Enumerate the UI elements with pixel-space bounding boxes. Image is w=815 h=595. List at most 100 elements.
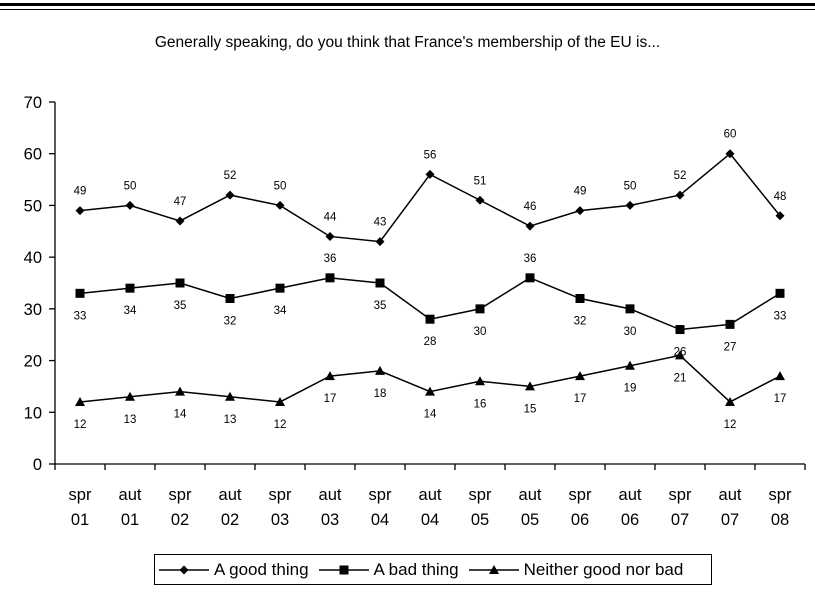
data-point-triangle: [175, 386, 185, 396]
legend-label-bad: A bad thing: [373, 559, 459, 579]
data-point-diamond: [725, 149, 735, 159]
data-label: 32: [224, 316, 237, 328]
x-tick-label-year: 02: [221, 511, 239, 529]
data-point-diamond: [175, 216, 185, 226]
x-tick-label-season: aut: [119, 486, 142, 504]
chart-title: Generally speaking, do you think that Fr…: [154, 34, 661, 51]
data-point-triangle: [325, 371, 335, 381]
data-point-triangle: [675, 350, 685, 360]
data-label: 18: [374, 388, 387, 400]
x-tick-label-season: spr: [769, 486, 792, 504]
y-tick-label: 20: [24, 353, 42, 371]
data-label: 35: [374, 300, 387, 312]
data-label: 35: [174, 300, 187, 312]
data-label: 33: [774, 310, 787, 322]
x-tick-label-season: aut: [519, 486, 542, 504]
data-label: 49: [574, 186, 587, 198]
x-tick-label-year: 05: [471, 511, 489, 529]
data-label: 43: [374, 217, 387, 229]
data-label: 12: [724, 419, 737, 431]
data-label: 16: [474, 398, 487, 410]
data-point-square: [775, 288, 785, 298]
data-point-diamond: [75, 206, 85, 216]
data-label: 27: [724, 341, 737, 353]
legend-item-neither: Neither good nor bad: [468, 559, 684, 580]
data-label: 47: [174, 196, 187, 208]
data-label: 49: [74, 186, 87, 198]
legend-label-neither: Neither good nor bad: [523, 559, 684, 579]
x-tick-label-season: aut: [619, 486, 642, 504]
data-point-triangle: [475, 376, 485, 386]
data-point-diamond: [575, 206, 585, 216]
data-label: 33: [74, 310, 87, 322]
x-tick-label-season: spr: [569, 486, 592, 504]
x-tick-label-season: aut: [319, 486, 342, 504]
data-label: 52: [674, 170, 687, 182]
data-point-diamond: [275, 200, 285, 210]
data-label: 36: [324, 253, 337, 265]
data-point-diamond: [675, 190, 685, 200]
data-point-square: [75, 288, 85, 298]
data-point-square: [225, 294, 235, 304]
x-tick-label-season: aut: [219, 486, 242, 504]
x-tick-label-season: spr: [169, 486, 192, 504]
data-label: 36: [524, 253, 537, 265]
data-point-square: [375, 278, 385, 288]
legend-square-marker-icon: [318, 565, 369, 574]
legend-item-bad: A bad thing: [318, 559, 459, 580]
data-point-diamond: [125, 200, 135, 210]
data-label: 17: [324, 393, 337, 405]
data-point-triangle: [625, 360, 635, 370]
x-tick-label-season: spr: [369, 486, 392, 504]
data-point-triangle: [425, 386, 435, 396]
x-tick-label-year: 07: [721, 511, 739, 529]
data-label: 19: [624, 383, 637, 395]
data-label: 60: [724, 129, 737, 141]
y-tick-label: 10: [24, 404, 42, 422]
data-point-triangle: [775, 371, 785, 381]
x-tick-label-season: aut: [719, 486, 742, 504]
data-label: 30: [474, 326, 487, 338]
data-point-triangle: [725, 396, 735, 406]
y-tick-label: 60: [24, 146, 42, 164]
data-point-diamond: [375, 237, 385, 247]
x-tick-label-season: aut: [419, 486, 442, 504]
data-point-square: [625, 304, 635, 314]
data-point-diamond: [525, 221, 535, 231]
data-point-square: [275, 283, 285, 293]
data-point-square: [475, 304, 485, 314]
data-label: 48: [774, 191, 787, 203]
data-point-diamond: [775, 211, 785, 221]
data-label: 50: [624, 180, 637, 192]
data-label: 56: [424, 149, 437, 161]
x-tick-label-year: 07: [671, 511, 689, 529]
data-point-triangle: [225, 391, 235, 401]
data-point-diamond: [225, 190, 235, 200]
data-label: 50: [124, 180, 137, 192]
data-point-diamond: [325, 231, 335, 241]
x-tick-label-year: 03: [321, 511, 339, 529]
data-point-diamond: [425, 169, 435, 179]
data-label: 50: [274, 180, 287, 192]
legend-label-good: A good thing: [214, 559, 309, 579]
legend-item-good: A good thing: [159, 560, 309, 580]
data-point-square: [125, 283, 135, 293]
x-tick-label-season: spr: [69, 486, 92, 504]
data-point-square: [725, 319, 735, 329]
data-label: 14: [174, 409, 187, 421]
data-label: 13: [124, 414, 137, 426]
x-tick-label-year: 01: [71, 511, 89, 529]
x-tick-label-season: spr: [469, 486, 492, 504]
x-tick-label-year: 06: [571, 511, 589, 529]
data-point-triangle: [575, 371, 585, 381]
data-point-square: [175, 278, 185, 288]
legend-diamond-marker-icon: [159, 565, 209, 574]
data-label: 52: [224, 170, 237, 182]
x-tick-label-year: 02: [171, 511, 189, 529]
top-rule: [0, 3, 815, 6]
x-tick-label-season: spr: [269, 486, 292, 504]
data-label: 32: [574, 316, 587, 328]
x-tick-label-year: 04: [421, 511, 439, 529]
x-tick-label-year: 06: [621, 511, 639, 529]
y-tick-label: 50: [24, 197, 42, 215]
